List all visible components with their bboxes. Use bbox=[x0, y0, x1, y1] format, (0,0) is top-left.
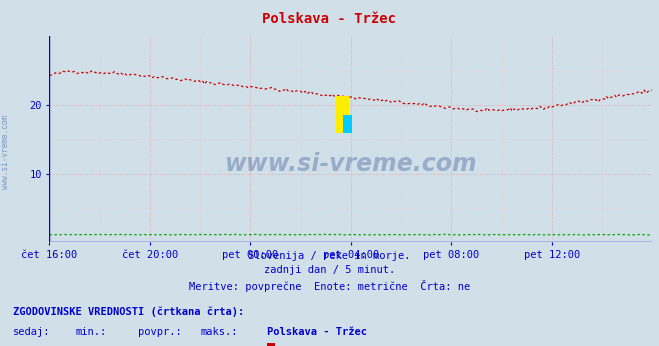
Text: min.:: min.: bbox=[76, 327, 107, 337]
Text: Polskava - Tržec: Polskava - Tržec bbox=[267, 327, 367, 337]
Text: www.si-vreme.com: www.si-vreme.com bbox=[225, 152, 477, 176]
Text: ZGODOVINSKE VREDNOSTI (črtkana črta):: ZGODOVINSKE VREDNOSTI (črtkana črta): bbox=[13, 306, 244, 317]
Text: Meritve: povprečne  Enote: metrične  Črta: ne: Meritve: povprečne Enote: metrične Črta:… bbox=[189, 280, 470, 292]
Text: www.si-vreme.com: www.si-vreme.com bbox=[1, 115, 10, 189]
Text: zadnji dan / 5 minut.: zadnji dan / 5 minut. bbox=[264, 265, 395, 275]
Text: Slovenija / reke in morje.: Slovenija / reke in morje. bbox=[248, 251, 411, 261]
Text: povpr.:: povpr.: bbox=[138, 327, 182, 337]
Bar bbox=[343, 115, 351, 133]
Bar bbox=[336, 96, 349, 133]
Text: Polskava - Tržec: Polskava - Tržec bbox=[262, 12, 397, 26]
Text: maks.:: maks.: bbox=[201, 327, 239, 337]
Text: sedaj:: sedaj: bbox=[13, 327, 51, 337]
